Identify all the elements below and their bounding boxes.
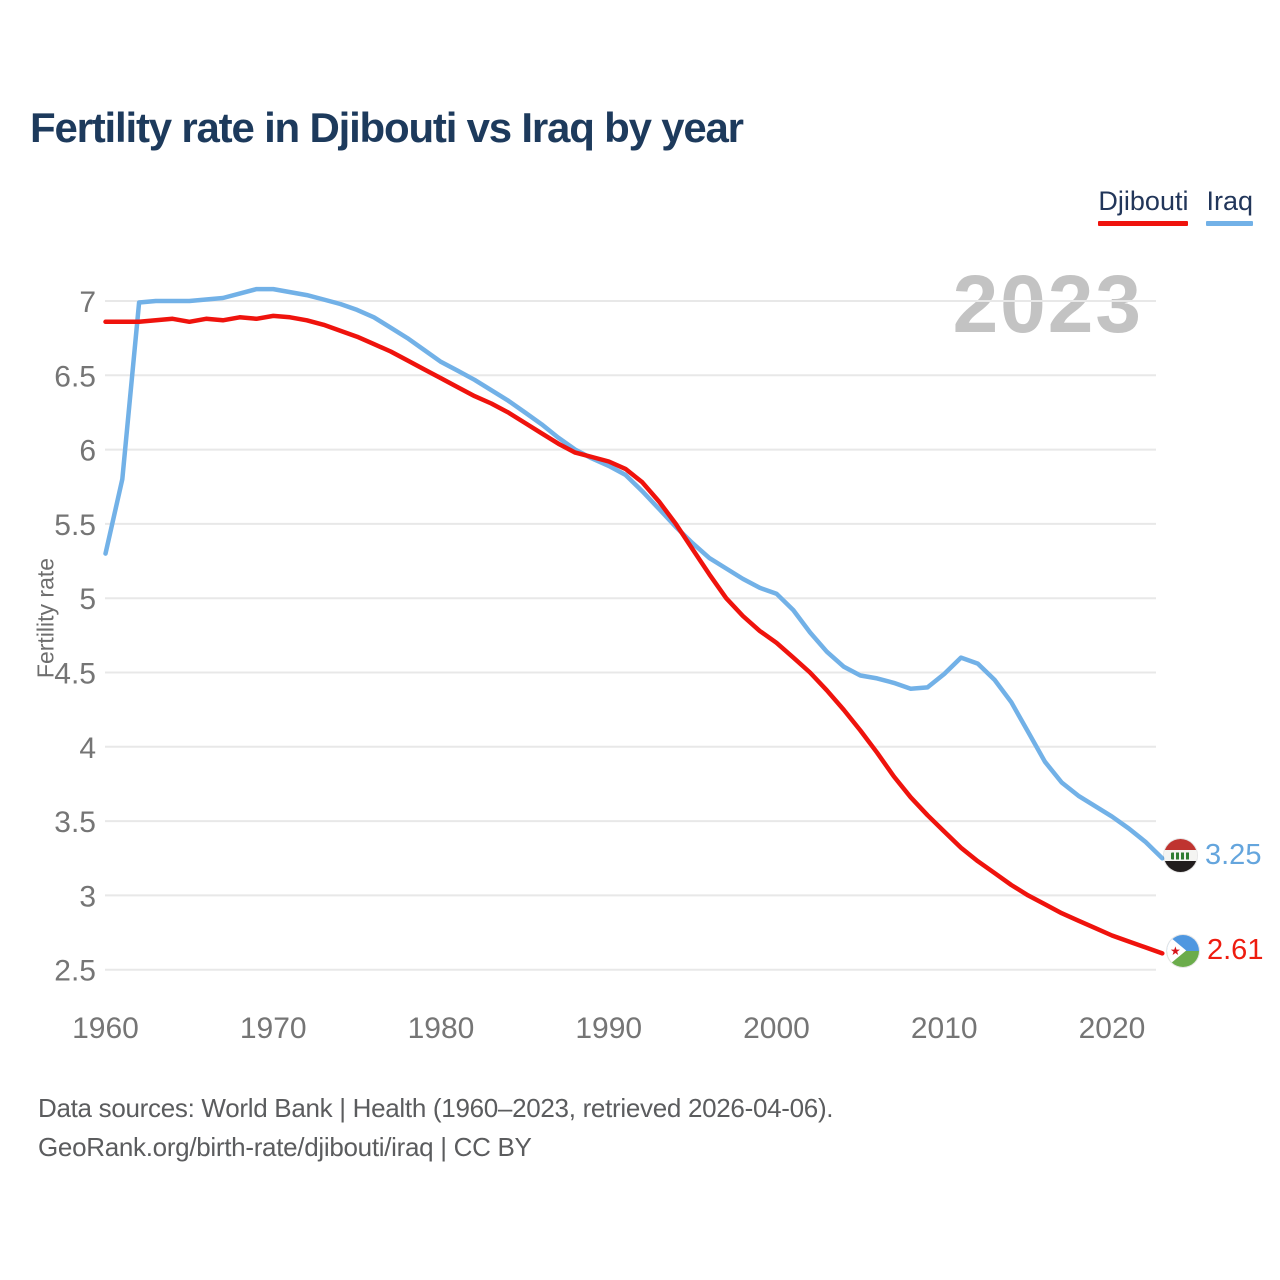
djibouti-flag-icon: ★	[1167, 934, 1199, 967]
footer-line-1: Data sources: World Bank | Health (1960–…	[38, 1093, 834, 1123]
data-source-footer: Data sources: World Bank | Health (1960–…	[38, 1089, 834, 1167]
chart-legend: Djibouti Iraq	[1098, 186, 1253, 226]
y-tick-label: 3	[79, 880, 96, 913]
iraq-flag-script-mark	[1170, 852, 1191, 859]
x-tick-label: 1970	[240, 1012, 307, 1045]
y-tick-label: 2.5	[54, 955, 96, 988]
y-tick-label: 7	[79, 286, 96, 319]
djibouti-end-value: 2.61	[1207, 934, 1264, 966]
y-tick-label: 3.5	[54, 806, 96, 839]
page-title: Fertility rate in Djibouti vs Iraq by ye…	[30, 104, 744, 151]
legend-label-djibouti: Djibouti	[1098, 186, 1189, 216]
y-tick-label: 4.5	[54, 658, 96, 691]
djibouti-flag-star: ★	[1170, 943, 1181, 958]
legend-item-djibouti[interactable]: Djibouti	[1098, 186, 1189, 226]
y-tick-label: 6	[79, 435, 96, 468]
legend-item-iraq[interactable]: Iraq	[1206, 186, 1253, 226]
end-label-djibouti: ★ 2.61	[1167, 934, 1263, 967]
legend-underline-iraq	[1206, 221, 1253, 226]
footer-line-2: GeoRank.org/birth-rate/djibouti/iraq | C…	[38, 1132, 532, 1162]
y-tick-label: 6.5	[54, 360, 96, 393]
legend-label-iraq: Iraq	[1206, 186, 1253, 216]
y-tick-label: 5	[79, 583, 96, 616]
y-tick-label: 4	[79, 732, 96, 765]
x-tick-label: 2000	[743, 1012, 810, 1045]
series-line-djibouti	[103, 313, 1165, 956]
legend-underline-djibouti	[1098, 221, 1189, 226]
iraq-flag-icon	[1164, 839, 1197, 872]
x-tick-label: 1990	[575, 1012, 642, 1045]
iraq-end-value: 3.25	[1205, 839, 1262, 871]
year-watermark: 2023	[952, 259, 1143, 350]
x-tick-label: 1980	[408, 1012, 475, 1045]
end-label-iraq: 3.25	[1164, 839, 1261, 872]
x-tick-label: 2020	[1079, 1012, 1146, 1045]
series-line-iraq	[103, 286, 1165, 861]
x-tick-label: 1960	[72, 1012, 139, 1045]
y-tick-label: 5.5	[54, 509, 96, 542]
x-tick-label: 2010	[911, 1012, 978, 1045]
